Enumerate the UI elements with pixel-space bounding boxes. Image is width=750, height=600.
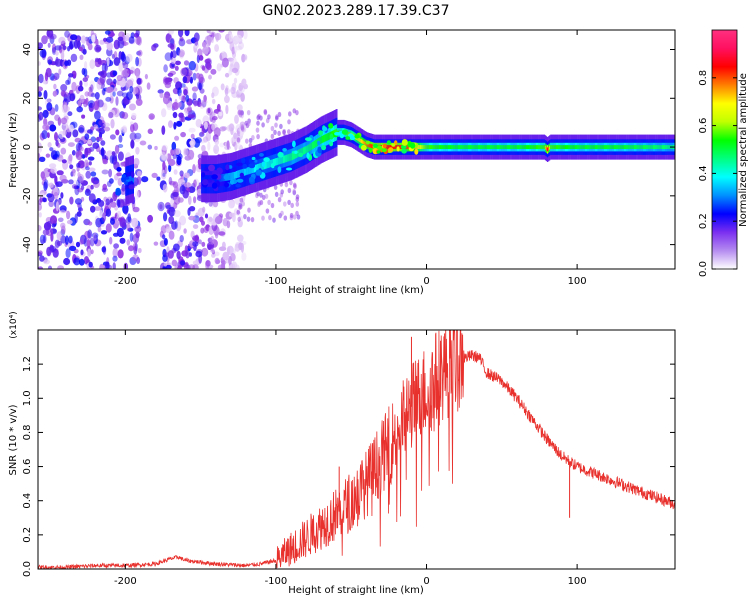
snr-panel: -200 -100 0 100 0.0 0.2 0.4 0.6 0.8 1.0 1.2 Heigh… bbox=[8, 311, 676, 596]
spectrogram-content bbox=[38, 30, 675, 269]
snr-y-tick-label: 0.0 bbox=[22, 561, 33, 577]
snr-y-tick-label: 0.6 bbox=[22, 459, 33, 475]
spectrogram-x-tick-label: -200 bbox=[114, 276, 137, 287]
snr-line bbox=[38, 330, 675, 569]
snr-x-tick-label: 100 bbox=[568, 576, 587, 587]
colorbar-label: Normalized spectral amplitude bbox=[738, 73, 749, 227]
colorbar-tick-label: 0.4 bbox=[698, 165, 709, 181]
snr-y-tick-label: 1.2 bbox=[22, 356, 33, 372]
colorbar-gradient bbox=[712, 30, 737, 269]
spectrogram-x-tick-label: 0 bbox=[423, 276, 429, 287]
colorbar-tick-label: 0.0 bbox=[698, 261, 709, 277]
snr-y-tick-label: 0.4 bbox=[22, 493, 33, 509]
snr-y-tick-label: 1.0 bbox=[22, 390, 33, 406]
colorbar-tick-label: 0.8 bbox=[698, 70, 709, 86]
spectrogram-x-ticks: -200 -100 0 100 bbox=[114, 30, 587, 287]
snr-y-label: SNR (10 * v/v) bbox=[8, 404, 19, 475]
snr-x-label: Height of straight line (km) bbox=[288, 585, 424, 596]
snr-y-multiplier: (x10⁴) bbox=[9, 311, 19, 338]
colorbar-frame bbox=[711, 29, 738, 270]
snr-frame bbox=[37, 329, 676, 570]
spectrogram-y-label: Frequency (Hz) bbox=[8, 112, 19, 188]
spectrogram-x-tick-label: -100 bbox=[265, 276, 288, 287]
spectrogram-y-tick-label: 0 bbox=[22, 144, 33, 150]
snr-y-ticks: 0.0 0.2 0.4 0.6 0.8 1.0 1.2 bbox=[22, 356, 675, 577]
snr-x-tick-label: -200 bbox=[114, 576, 137, 587]
snr-x-ticks: -200 -100 0 100 bbox=[114, 330, 587, 587]
spectrogram-y-tick-label: 20 bbox=[22, 92, 33, 105]
snr-plot-area bbox=[38, 330, 675, 569]
colorbar-ticks: 0.0 0.2 0.4 0.6 0.8 bbox=[698, 70, 737, 277]
spectrogram-frame bbox=[37, 29, 676, 270]
snr-x-tick-label: -100 bbox=[265, 576, 288, 587]
spectrogram-x-tick-label: 100 bbox=[568, 276, 587, 287]
colorbar-tick-label: 0.2 bbox=[698, 213, 709, 229]
spectrogram-y-tick-label: 40 bbox=[22, 43, 33, 56]
spectrogram-y-ticks: -40 -20 0 20 40 bbox=[22, 43, 675, 253]
spectrogram-plot-area bbox=[38, 30, 675, 269]
colorbar-tick-label: 0.6 bbox=[698, 118, 709, 134]
figure-title: GN02.2023.289.17.39.C37 bbox=[263, 3, 450, 19]
colorbar: 0.0 0.2 0.4 0.6 0.8 Normalized spectral ampl… bbox=[698, 29, 749, 277]
spectrogram-x-label: Height of straight line (km) bbox=[288, 285, 424, 296]
snr-x-tick-label: 0 bbox=[423, 576, 429, 587]
spectrogram-y-tick-label: -40 bbox=[22, 236, 33, 252]
snr-y-tick-label: 0.8 bbox=[22, 424, 33, 440]
snr-y-tick-label: 0.2 bbox=[22, 527, 33, 543]
spectrogram-ridge bbox=[115, 109, 675, 205]
spectrogram-noise bbox=[38, 30, 301, 269]
spectrogram-y-tick-label: -20 bbox=[22, 188, 33, 204]
